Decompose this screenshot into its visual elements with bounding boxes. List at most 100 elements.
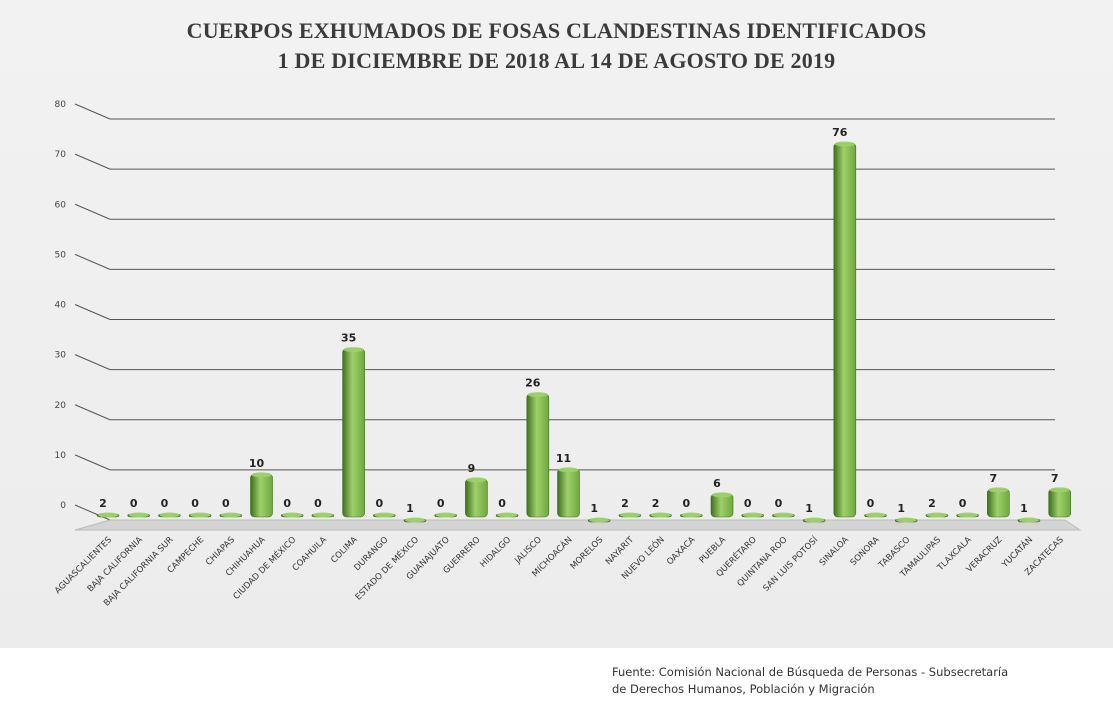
bar-top <box>527 392 548 398</box>
bar-top <box>190 512 211 518</box>
data-label: 0 <box>375 497 383 510</box>
data-label: 7 <box>1051 472 1059 485</box>
bar-top <box>957 512 978 518</box>
data-label: 2 <box>928 497 936 510</box>
data-label: 35 <box>341 332 356 345</box>
bar-top <box>650 512 671 518</box>
bar <box>1048 488 1071 518</box>
y-tick-label: 60 <box>55 200 67 210</box>
bar-top <box>282 512 303 518</box>
gridline-depth <box>74 203 111 220</box>
bar-top <box>804 517 825 523</box>
bar <box>342 348 365 518</box>
data-label: 0 <box>744 497 752 510</box>
gridline-depth <box>74 103 111 120</box>
bar-top <box>251 472 272 478</box>
x-tick-label: BAJA CALIFORNIA <box>86 535 145 594</box>
bar-top <box>466 477 487 483</box>
x-tick-label: JALISCO <box>512 535 544 567</box>
y-tick-label: 30 <box>55 351 67 361</box>
bar-top <box>773 512 794 518</box>
data-label: 0 <box>283 497 291 510</box>
y-tick-label: 70 <box>55 150 67 160</box>
chart-title: CUERPOS EXHUMADOS DE FOSAS CLANDESTINAS … <box>186 18 927 43</box>
data-label: 7 <box>989 472 997 485</box>
gridline-depth <box>74 253 111 270</box>
bar-top <box>896 517 917 523</box>
bar-top <box>374 512 395 518</box>
data-label: 0 <box>161 497 169 510</box>
x-tick-label: PUEBLA <box>698 535 729 566</box>
bar-top <box>343 347 364 353</box>
data-label: 10 <box>249 457 265 470</box>
chart-subtitle: 1 DE DICIEMBRE DE 2018 AL 14 DE AGOSTO D… <box>277 48 836 73</box>
y-tick-label: 80 <box>55 100 67 110</box>
gridline-depth <box>74 304 111 320</box>
bar-top <box>834 141 855 147</box>
data-label: 0 <box>130 497 138 510</box>
data-label: 0 <box>959 497 967 510</box>
bar-top <box>312 512 333 518</box>
data-label: 0 <box>867 497 875 510</box>
bar-top <box>742 512 763 518</box>
y-tick-label: 50 <box>55 250 67 260</box>
source-line-2: de Derechos Humanos, Población y Migraci… <box>612 682 875 696</box>
data-label: 9 <box>468 462 476 475</box>
gridline-depth <box>74 153 111 170</box>
x-tick-label: SAN LUIS POTOSÍ <box>760 533 821 594</box>
bar-top <box>589 517 610 523</box>
data-label: 1 <box>897 502 905 515</box>
bar-top <box>159 512 180 518</box>
y-tick-label: 40 <box>55 301 67 311</box>
y-tick-label: 0 <box>60 501 66 511</box>
data-label: 1 <box>1020 502 1028 515</box>
data-label: 1 <box>590 502 598 515</box>
source-note: Fuente: Comisión Nacional de Búsqueda de… <box>612 664 1107 698</box>
bar <box>557 468 580 518</box>
bar-top <box>681 512 702 518</box>
gridline-depth <box>74 504 111 521</box>
data-label: 0 <box>437 497 445 510</box>
data-label: 0 <box>775 497 783 510</box>
bar-top <box>558 467 579 473</box>
bar-top <box>128 512 149 518</box>
bar-top <box>988 487 1009 493</box>
bar-top <box>98 512 118 518</box>
x-tick-label: OAXACA <box>665 535 697 567</box>
data-label: 6 <box>713 477 721 490</box>
y-tick-label: 10 <box>55 451 67 461</box>
x-tick-label: SINALOA <box>818 535 851 568</box>
chart-floor <box>74 519 1082 531</box>
gridline-depth <box>74 454 111 471</box>
data-label: 0 <box>682 497 690 510</box>
gridline-depth <box>74 404 111 421</box>
x-tick-label: AGUASCALIENTES <box>53 535 114 596</box>
bar-top <box>435 512 456 518</box>
bar-top <box>497 512 518 518</box>
bar-top <box>1019 517 1039 523</box>
source-line-1: Fuente: Comisión Nacional de Búsqueda de… <box>612 665 1009 679</box>
bar-top <box>865 512 886 518</box>
x-tick-label: HIDALGO <box>478 535 513 570</box>
data-label: 26 <box>525 377 541 390</box>
data-label: 11 <box>556 452 571 465</box>
data-label: 76 <box>832 126 848 139</box>
data-label: 1 <box>805 502 813 515</box>
bar-top <box>1049 487 1070 493</box>
data-label: 1 <box>406 502 414 515</box>
gridline-depth <box>74 354 111 371</box>
floor-plane <box>74 519 1082 531</box>
data-label: 0 <box>191 497 199 510</box>
chart-panel: CUERPOS EXHUMADOS DE FOSAS CLANDESTINAS … <box>0 0 1113 648</box>
data-label: 0 <box>498 497 506 510</box>
bar <box>250 473 273 518</box>
bar-top <box>926 512 947 518</box>
data-label: 2 <box>99 497 107 510</box>
bars <box>96 141 1071 523</box>
y-tick-label: 20 <box>55 401 67 411</box>
x-tick-label: MORELOS <box>569 535 606 572</box>
